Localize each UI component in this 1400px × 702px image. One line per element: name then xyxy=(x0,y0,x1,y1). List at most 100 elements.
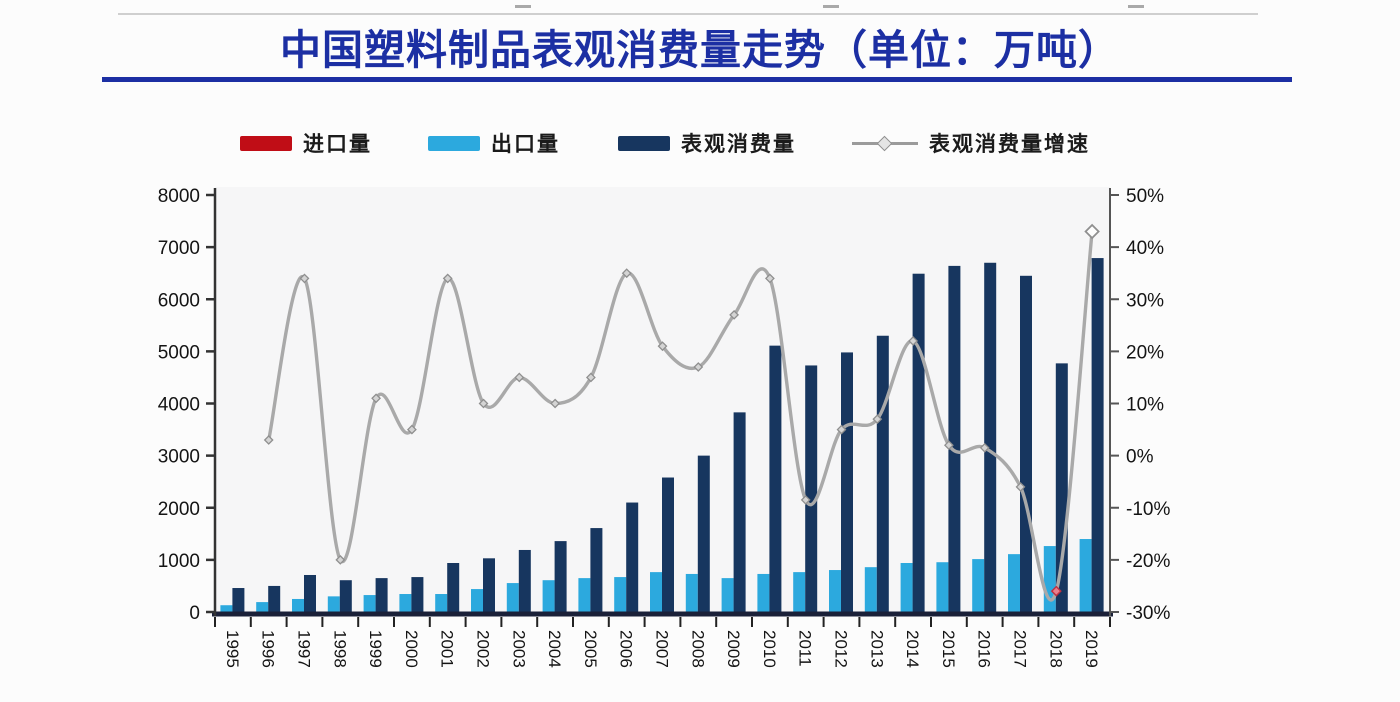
growth-marker-2017 xyxy=(1015,481,1026,492)
exports-bar-1997 xyxy=(292,598,304,612)
x-label-2017: 2017 xyxy=(1011,630,1030,668)
consumption-bar-1997 xyxy=(304,574,316,612)
exports-bar-1998 xyxy=(327,596,340,612)
growth-marker-2002 xyxy=(478,398,489,409)
exports-bar-2001 xyxy=(435,594,448,612)
exports-bar-2017 xyxy=(1008,554,1020,612)
consumption-bar-1998 xyxy=(339,580,352,612)
x-label-2008: 2008 xyxy=(688,630,707,668)
consumption-bar-2003 xyxy=(518,549,531,612)
exports-bar-1996 xyxy=(256,602,269,612)
growth-marker-2014 xyxy=(908,336,919,346)
exports-bar-2011 xyxy=(793,572,806,612)
exports-bar-2003 xyxy=(506,583,519,612)
growth-marker-2000 xyxy=(406,424,417,435)
top-artifact-dash xyxy=(1128,5,1144,8)
growth-marker-2010 xyxy=(764,273,775,284)
exports-bar-2002 xyxy=(471,589,483,612)
x-label-2002: 2002 xyxy=(474,630,493,668)
consumption-bar-2001 xyxy=(447,563,460,612)
growth-marker-2003 xyxy=(514,372,525,383)
growth-marker-2012 xyxy=(836,424,847,435)
growth-marker-1998 xyxy=(335,554,346,565)
x-label-2018: 2018 xyxy=(1046,630,1065,668)
growth-marker-2004 xyxy=(550,398,561,409)
legend-item-growth: 表观消费量增速 xyxy=(852,126,1090,160)
left-axis-label-6000: 6000 xyxy=(158,290,200,311)
consumption-bar-1999 xyxy=(375,578,388,612)
x-label-2009: 2009 xyxy=(724,630,743,668)
left-axis-label-7000: 7000 xyxy=(158,238,200,259)
exports-bar-2018 xyxy=(1043,546,1056,612)
left-axis-label-0: 0 xyxy=(189,603,200,624)
growth-marker-1997 xyxy=(299,273,310,284)
x-label-2011: 2011 xyxy=(796,630,815,667)
consumption-bar-1995 xyxy=(232,588,245,612)
legend: 进口量 出口量 表观消费量 表观消费量增速 xyxy=(0,126,1400,160)
consumption-bar-2004 xyxy=(554,541,567,612)
left-axis-label-1000: 1000 xyxy=(158,551,200,572)
x-label-2003: 2003 xyxy=(509,630,528,668)
x-label-2014: 2014 xyxy=(903,630,922,668)
exports-bar-2014 xyxy=(900,563,913,612)
exports-bar-1995 xyxy=(220,605,233,612)
x-label-1999: 1999 xyxy=(366,630,385,668)
left-axis-label-3000: 3000 xyxy=(158,447,200,468)
right-axis-label--10pct: -10% xyxy=(1126,499,1170,520)
growth-marker-2007 xyxy=(657,341,668,352)
growth-marker-2005 xyxy=(585,372,596,383)
consumption-bar-2008 xyxy=(697,455,710,612)
x-label-1998: 1998 xyxy=(330,630,349,668)
exports-bar-2019 xyxy=(1079,539,1092,612)
consumption-bar-2012 xyxy=(841,352,853,612)
exports-bar-2009 xyxy=(721,578,734,612)
left-axis-label-5000: 5000 xyxy=(158,342,200,363)
legend-swatch-exports xyxy=(428,135,480,151)
left-axis-label-2000: 2000 xyxy=(158,499,200,520)
right-axis-label-0pct: 0% xyxy=(1126,447,1154,468)
consumption-bar-2010 xyxy=(769,345,782,612)
title-underline xyxy=(102,77,1292,82)
exports-bar-2013 xyxy=(864,567,877,612)
left-axis-label-8000: 8000 xyxy=(158,186,200,207)
exports-bar-2005 xyxy=(578,578,591,612)
growth-end-marker-2019 xyxy=(1084,223,1100,240)
exports-bar-2010 xyxy=(757,573,770,612)
right-axis-label-20pct: 20% xyxy=(1126,342,1164,363)
right-axis-label-40pct: 40% xyxy=(1126,238,1164,259)
x-label-2016: 2016 xyxy=(975,630,994,668)
top-divider-line xyxy=(118,13,1258,15)
x-label-2013: 2013 xyxy=(867,630,886,668)
x-label-1997: 1997 xyxy=(295,630,314,668)
legend-label-exports: 出口量 xyxy=(491,133,560,156)
consumption-bar-2019 xyxy=(1091,258,1104,612)
growth-marker-2008 xyxy=(693,362,704,372)
growth-marker-2006 xyxy=(621,268,632,279)
legend-swatch-consumption xyxy=(618,135,670,151)
right-axis-label--30pct: -30% xyxy=(1126,603,1170,624)
exports-bar-2006 xyxy=(614,577,627,612)
consumption-bar-2018 xyxy=(1055,363,1068,612)
legend-label-growth: 表观消费量增速 xyxy=(929,133,1090,156)
consumption-bar-2000 xyxy=(411,577,424,612)
top-artifact-dash xyxy=(823,5,839,8)
legend-line-marker-icon xyxy=(852,135,918,151)
consumption-bar-2009 xyxy=(733,412,746,612)
exports-bar-2008 xyxy=(685,573,698,612)
exports-bar-2016 xyxy=(972,559,985,612)
x-label-2006: 2006 xyxy=(617,630,636,668)
right-axis-label-10pct: 10% xyxy=(1126,395,1164,416)
growth-marker-2015 xyxy=(943,440,954,451)
consumption-bar-2017 xyxy=(1020,275,1032,612)
growth-marker-1999 xyxy=(371,393,382,404)
growth-marker-1996 xyxy=(263,435,274,445)
x-label-2019: 2019 xyxy=(1082,630,1101,668)
x-label-2007: 2007 xyxy=(653,630,672,668)
growth-marker-2009 xyxy=(729,309,740,320)
legend-label-imports: 进口量 xyxy=(303,133,372,156)
legend-item-exports: 出口量 xyxy=(428,126,560,160)
legend-label-consumption: 表观消费量 xyxy=(681,133,796,156)
exports-bar-2012 xyxy=(829,570,841,612)
x-label-2005: 2005 xyxy=(581,630,600,668)
